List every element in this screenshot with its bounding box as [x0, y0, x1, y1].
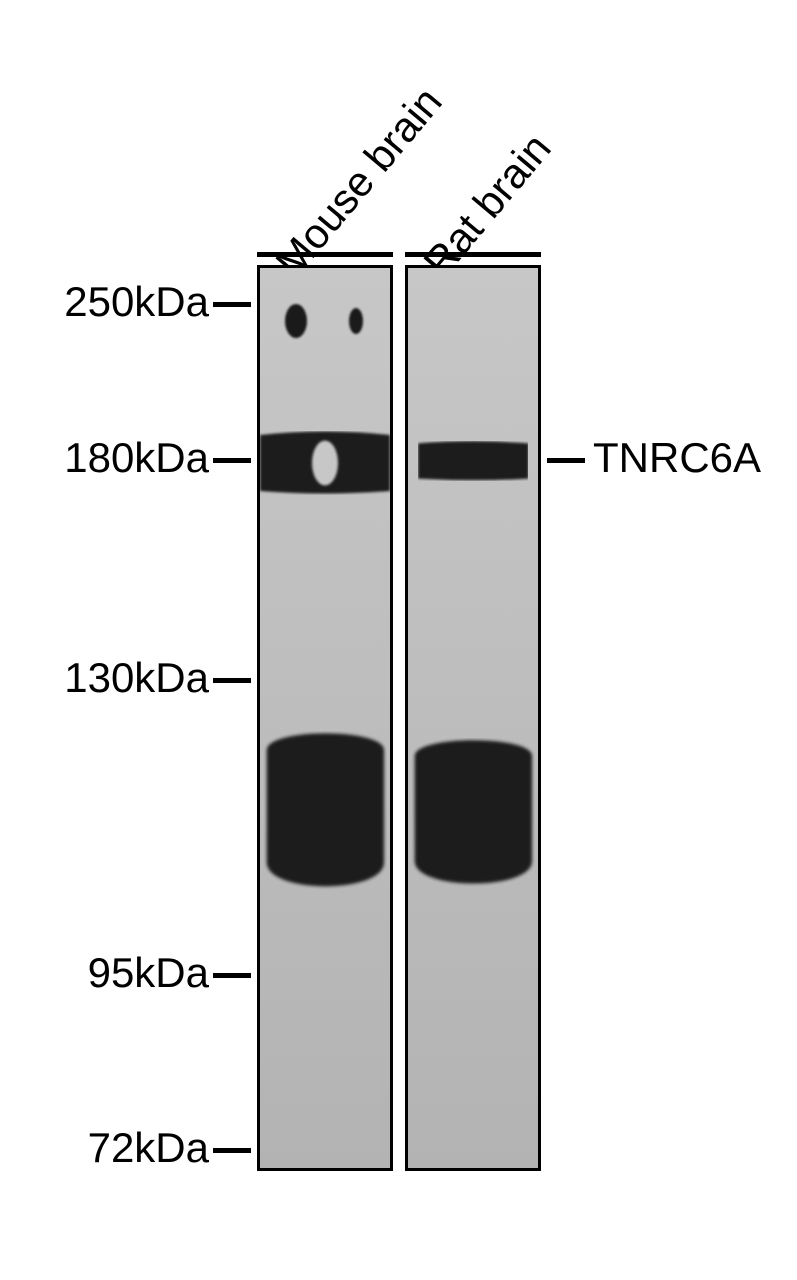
mw-label: 95kDa — [88, 949, 209, 997]
blot-band — [260, 431, 390, 495]
blot-lane — [405, 265, 541, 1171]
blot-band — [418, 441, 529, 481]
mw-label: 180kDa — [64, 434, 209, 482]
blot-spot — [285, 304, 307, 338]
blot-figure: 250kDa 180kDa 130kDa 95kDa 72kDa Mouse b… — [0, 0, 797, 1280]
blot-smear — [263, 731, 388, 891]
lane-label: Rat brain — [414, 125, 560, 286]
mw-tick — [213, 1148, 251, 1153]
mw-tick — [213, 973, 251, 978]
target-label: TNRC6A — [593, 434, 761, 482]
mw-label: 130kDa — [64, 654, 209, 702]
blot-lane — [257, 265, 393, 1171]
mw-label: 250kDa — [64, 278, 209, 326]
mw-tick — [213, 678, 251, 683]
blot-spot — [349, 308, 363, 334]
blot-smear — [411, 738, 536, 888]
mw-label: 72kDa — [88, 1124, 209, 1172]
mw-tick — [213, 458, 251, 463]
target-tick — [547, 458, 585, 463]
mw-tick — [213, 302, 251, 307]
